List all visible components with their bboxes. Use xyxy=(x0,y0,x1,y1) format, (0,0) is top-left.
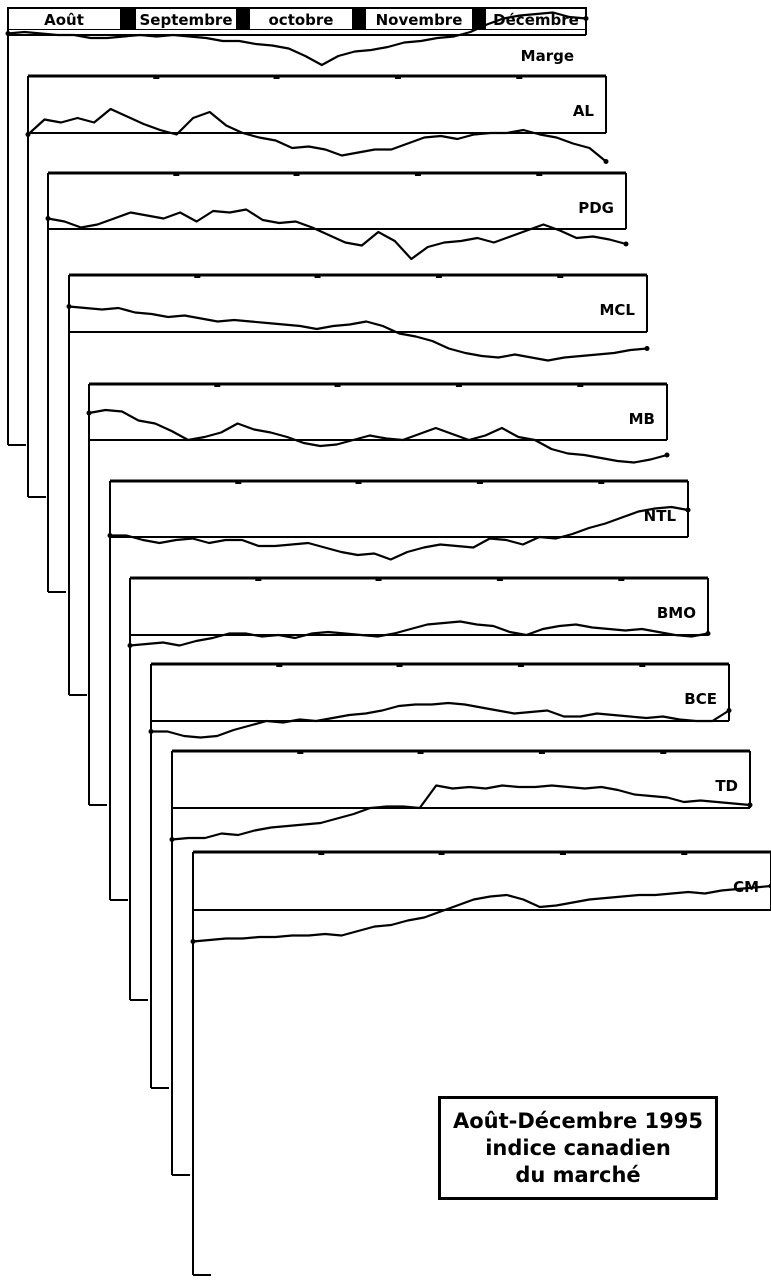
series-label-al: AL xyxy=(573,102,595,120)
series-line-bmo xyxy=(129,620,709,647)
month-tick xyxy=(496,577,503,581)
series-line-pdg xyxy=(47,208,627,261)
series-start-dot xyxy=(169,837,175,842)
series-label-ntl: NTL xyxy=(644,507,677,525)
month-tick xyxy=(293,172,300,176)
month-tick xyxy=(318,851,325,855)
month-tick xyxy=(153,75,160,79)
month-tick xyxy=(375,577,382,581)
month-tick xyxy=(681,851,688,855)
month-tick xyxy=(639,663,646,667)
series-line-mcl xyxy=(68,305,648,362)
month-tick xyxy=(435,274,442,278)
month-tick xyxy=(557,274,564,278)
caption-line-2: indice canadien xyxy=(485,1135,671,1160)
series-label-bce: BCE xyxy=(684,690,717,708)
series-start-dot xyxy=(25,132,31,137)
panel-cm: CM xyxy=(190,850,771,1276)
caption-line-1: Août-Décembre 1995 xyxy=(452,1108,704,1133)
series-start-dot xyxy=(45,216,51,221)
month-separator xyxy=(472,8,486,30)
month-tick xyxy=(536,172,543,176)
month-label-aout: Août xyxy=(44,11,84,29)
series-line-td xyxy=(171,784,751,841)
month-tick xyxy=(618,577,625,581)
series-end-dot xyxy=(623,241,629,247)
series-end-dot xyxy=(644,346,650,351)
month-tick xyxy=(598,480,605,484)
series-label-mb: MB xyxy=(629,410,655,428)
caption-box: Août-Décembre 1995 indice canadien du ma… xyxy=(438,1096,718,1200)
month-label-novembre: Novembre xyxy=(376,11,463,29)
month-tick xyxy=(577,383,584,387)
series-start-dot xyxy=(86,410,92,416)
month-separator xyxy=(236,8,250,30)
series-line-al xyxy=(27,107,607,163)
month-tick xyxy=(396,663,403,667)
series-end-dot xyxy=(664,452,670,458)
series-line-ntl xyxy=(110,505,689,561)
series-line-mb xyxy=(88,408,668,464)
month-tick xyxy=(559,851,566,855)
month-tick xyxy=(517,663,524,667)
month-tick xyxy=(297,750,304,754)
month-tick xyxy=(314,274,321,278)
month-tick xyxy=(438,851,445,855)
month-separator xyxy=(352,8,366,30)
series-end-dot xyxy=(705,631,711,636)
month-tick xyxy=(276,663,283,667)
month-label-septembre: Septembre xyxy=(140,11,233,29)
month-tick xyxy=(538,750,545,754)
series-end-dot xyxy=(583,16,589,21)
series-label-td: TD xyxy=(715,777,738,795)
series-label-pdg: PDG xyxy=(578,199,614,217)
series-end-dot xyxy=(726,708,732,713)
month-tick xyxy=(273,75,280,79)
series-label-cm: CM xyxy=(733,878,759,896)
series-label-mcl: MCL xyxy=(600,301,636,319)
month-tick xyxy=(394,75,401,79)
month-tick xyxy=(194,274,201,278)
month-tick xyxy=(660,750,667,754)
month-tick xyxy=(414,172,421,176)
series-start-dot xyxy=(66,304,72,309)
month-tick xyxy=(516,75,523,79)
month-tick xyxy=(355,480,362,484)
month-tick xyxy=(173,172,180,176)
month-header: Août Septembre octobre Novembre Décembre xyxy=(7,7,587,31)
month-tick xyxy=(235,480,242,484)
series-label-bmo: BMO xyxy=(657,604,696,622)
month-tick xyxy=(255,577,262,581)
series-end-dot xyxy=(603,159,609,164)
series-end-dot xyxy=(768,883,771,889)
series-start-dot xyxy=(148,729,154,734)
month-tick xyxy=(476,480,483,484)
panel-background xyxy=(193,852,771,1275)
series-start-dot xyxy=(107,533,113,538)
series-end-dot xyxy=(685,507,691,513)
series-panels: Marge AL PDG MCL MB NTL BMO BCE TD CM xyxy=(5,11,771,1276)
month-tick xyxy=(417,750,424,754)
series-line-cm xyxy=(192,884,771,943)
series-start-dot xyxy=(190,939,196,944)
series-end-dot xyxy=(747,802,753,808)
series-label-marge: Marge xyxy=(521,47,574,65)
series-start-dot xyxy=(127,643,133,648)
month-tick xyxy=(214,383,221,387)
month-separator xyxy=(120,8,136,30)
month-tick xyxy=(455,383,462,387)
series-line-marge xyxy=(7,11,587,67)
caption-line-3: du marché xyxy=(515,1162,641,1187)
series-start-dot xyxy=(5,31,11,36)
month-label-octobre: octobre xyxy=(269,11,334,29)
series-line-bce xyxy=(151,701,730,739)
month-tick xyxy=(334,383,341,387)
